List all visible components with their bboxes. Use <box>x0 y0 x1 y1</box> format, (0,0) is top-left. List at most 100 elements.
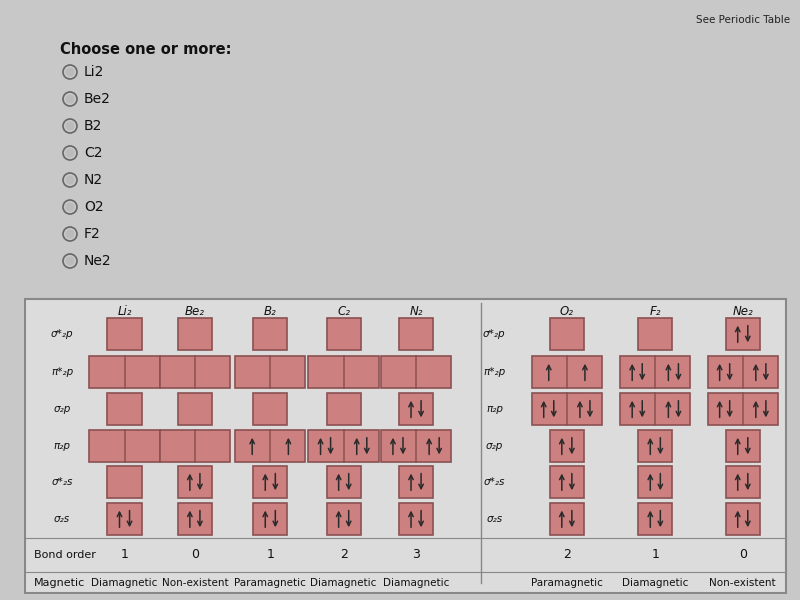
FancyBboxPatch shape <box>235 430 306 462</box>
FancyBboxPatch shape <box>90 356 160 388</box>
Text: 1: 1 <box>266 548 274 561</box>
Text: C₂: C₂ <box>337 305 350 318</box>
FancyBboxPatch shape <box>178 466 212 497</box>
FancyBboxPatch shape <box>326 466 361 497</box>
FancyBboxPatch shape <box>160 430 230 462</box>
FancyBboxPatch shape <box>620 356 690 388</box>
Text: σ*₂p: σ*₂p <box>51 329 74 339</box>
Circle shape <box>66 202 74 211</box>
FancyBboxPatch shape <box>532 394 602 425</box>
FancyBboxPatch shape <box>381 356 451 388</box>
FancyBboxPatch shape <box>90 430 160 462</box>
Text: π₂p: π₂p <box>54 441 70 451</box>
Text: σ*₂s: σ*₂s <box>51 477 73 487</box>
Text: Li2: Li2 <box>84 65 104 79</box>
Text: Paramagnetic: Paramagnetic <box>531 578 602 588</box>
FancyBboxPatch shape <box>235 356 306 388</box>
FancyBboxPatch shape <box>638 503 672 535</box>
Circle shape <box>66 148 74 157</box>
FancyBboxPatch shape <box>309 430 379 462</box>
FancyBboxPatch shape <box>178 318 212 350</box>
Text: σ₂p: σ₂p <box>486 441 503 451</box>
Text: Diamagnetic: Diamagnetic <box>383 578 450 588</box>
Text: 1: 1 <box>651 548 659 561</box>
Text: σ₂p: σ₂p <box>54 404 71 414</box>
FancyBboxPatch shape <box>726 466 760 497</box>
FancyBboxPatch shape <box>726 318 760 350</box>
Text: B2: B2 <box>84 119 102 133</box>
FancyBboxPatch shape <box>326 318 361 350</box>
FancyBboxPatch shape <box>638 430 672 462</box>
FancyBboxPatch shape <box>253 318 287 350</box>
FancyBboxPatch shape <box>638 466 672 497</box>
FancyBboxPatch shape <box>620 394 690 425</box>
FancyBboxPatch shape <box>550 466 584 497</box>
Circle shape <box>66 121 74 130</box>
FancyBboxPatch shape <box>178 503 212 535</box>
FancyBboxPatch shape <box>399 394 433 425</box>
Circle shape <box>66 229 74 238</box>
Text: O₂: O₂ <box>560 305 574 318</box>
Text: Ne2: Ne2 <box>84 254 112 268</box>
Text: σ*₂s: σ*₂s <box>484 477 505 487</box>
Circle shape <box>66 94 74 103</box>
Text: 2: 2 <box>563 548 570 561</box>
Text: F2: F2 <box>84 227 101 241</box>
Text: N2: N2 <box>84 173 103 187</box>
FancyBboxPatch shape <box>253 394 287 425</box>
FancyBboxPatch shape <box>253 503 287 535</box>
FancyBboxPatch shape <box>381 430 451 462</box>
FancyBboxPatch shape <box>399 503 433 535</box>
FancyBboxPatch shape <box>399 318 433 350</box>
FancyBboxPatch shape <box>550 318 584 350</box>
FancyBboxPatch shape <box>707 356 778 388</box>
FancyBboxPatch shape <box>178 394 212 425</box>
Text: F₂: F₂ <box>650 305 661 318</box>
FancyBboxPatch shape <box>107 394 142 425</box>
Circle shape <box>66 67 74 76</box>
Text: Ne₂: Ne₂ <box>732 305 753 318</box>
Circle shape <box>66 175 74 185</box>
Text: B₂: B₂ <box>264 305 277 318</box>
Text: π*₂p: π*₂p <box>51 367 74 377</box>
Text: π*₂p: π*₂p <box>483 367 506 377</box>
Text: O2: O2 <box>84 200 104 214</box>
Text: Non-existent: Non-existent <box>710 578 776 588</box>
Text: π₂p: π₂p <box>486 404 503 414</box>
Text: Magnetic: Magnetic <box>34 578 86 588</box>
FancyBboxPatch shape <box>309 356 379 388</box>
Text: σ₂s: σ₂s <box>54 514 70 524</box>
Text: σ₂s: σ₂s <box>486 514 502 524</box>
FancyBboxPatch shape <box>399 466 433 497</box>
FancyBboxPatch shape <box>532 356 602 388</box>
FancyBboxPatch shape <box>726 503 760 535</box>
Text: N₂: N₂ <box>410 305 423 318</box>
Circle shape <box>66 257 74 265</box>
Text: C2: C2 <box>84 146 102 160</box>
Text: Li₂: Li₂ <box>118 305 132 318</box>
FancyBboxPatch shape <box>107 318 142 350</box>
FancyBboxPatch shape <box>107 503 142 535</box>
Text: Non-existent: Non-existent <box>162 578 228 588</box>
Text: Diamagnetic: Diamagnetic <box>310 578 377 588</box>
FancyBboxPatch shape <box>707 394 778 425</box>
FancyBboxPatch shape <box>160 356 230 388</box>
Text: 1: 1 <box>121 548 129 561</box>
Text: Be2: Be2 <box>84 92 111 106</box>
FancyBboxPatch shape <box>107 466 142 497</box>
Text: 0: 0 <box>191 548 199 561</box>
FancyBboxPatch shape <box>550 503 584 535</box>
Text: Choose one or more:: Choose one or more: <box>60 42 231 57</box>
Text: 0: 0 <box>738 548 746 561</box>
FancyBboxPatch shape <box>25 299 786 593</box>
FancyBboxPatch shape <box>326 503 361 535</box>
FancyBboxPatch shape <box>726 430 760 462</box>
FancyBboxPatch shape <box>326 394 361 425</box>
Text: 2: 2 <box>340 548 348 561</box>
Text: Bond order: Bond order <box>34 550 96 560</box>
Text: Diamagnetic: Diamagnetic <box>91 578 158 588</box>
FancyBboxPatch shape <box>550 430 584 462</box>
Text: Be₂: Be₂ <box>185 305 205 318</box>
Text: See Periodic Table: See Periodic Table <box>696 15 790 25</box>
Text: Diamagnetic: Diamagnetic <box>622 578 689 588</box>
